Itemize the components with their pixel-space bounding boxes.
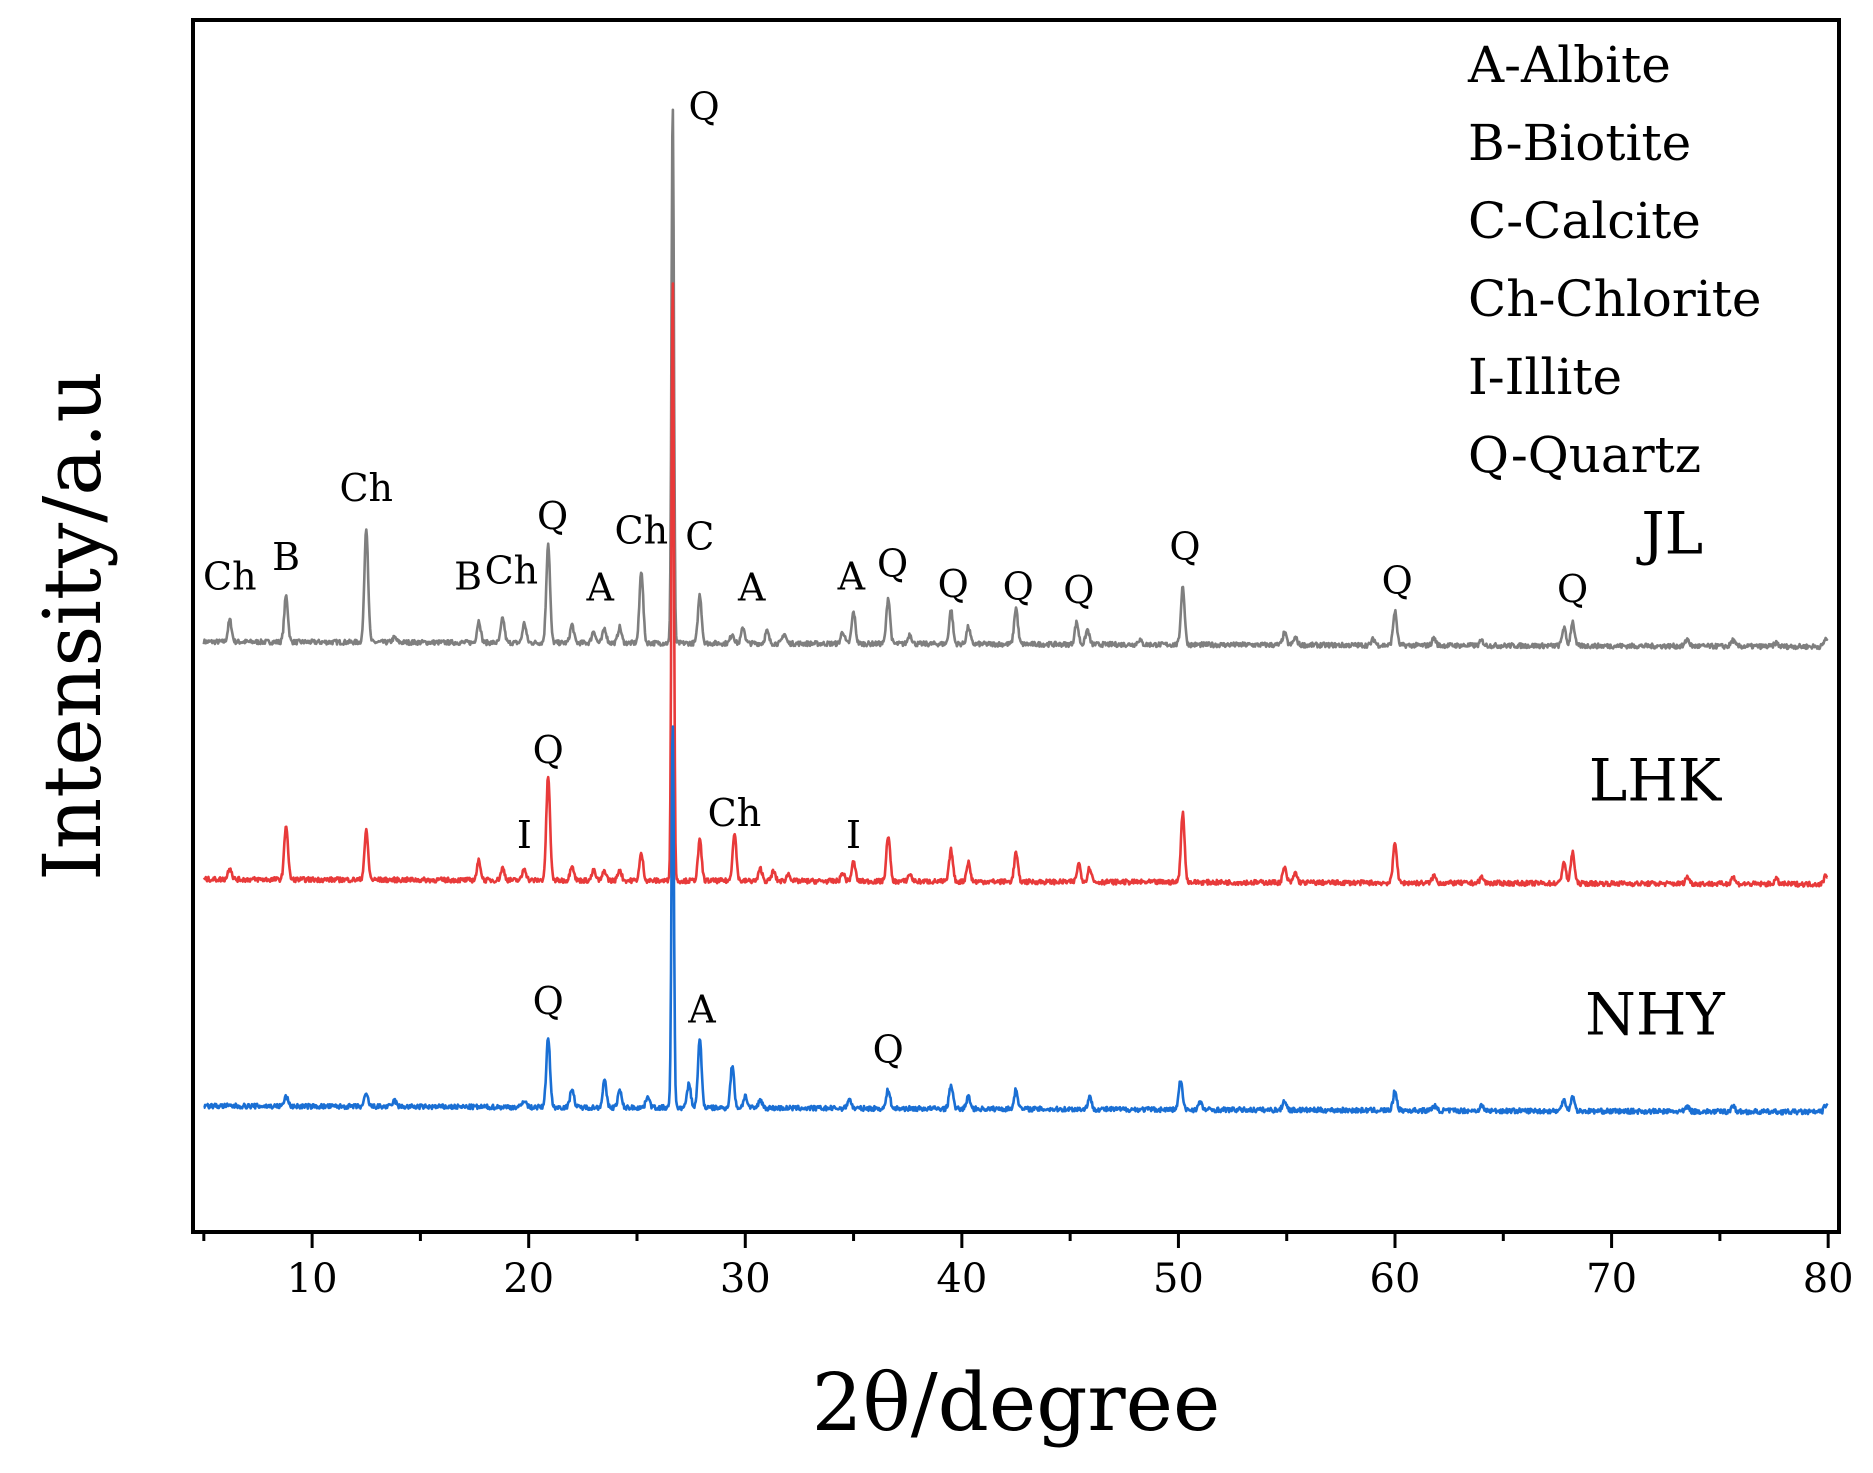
peak-label: I [846, 813, 861, 857]
x-tick-label: 70 [1586, 1256, 1637, 1302]
x-tick-label: 20 [503, 1256, 554, 1302]
plot-frame [191, 18, 1841, 1234]
legend-entry: Ch-Chlorite [1468, 270, 1761, 328]
peak-label: Q [877, 541, 908, 585]
x-tick-label: 10 [287, 1256, 338, 1302]
peak-label: Ch [615, 509, 669, 553]
series-labels: JL LHK NHY [1585, 499, 1725, 1048]
series-line-nhy [203, 725, 1829, 1116]
peak-label: Q [1003, 564, 1034, 608]
peak-label: I [517, 813, 532, 857]
legend-entry: B-Biotite [1468, 114, 1691, 172]
peak-label: Ch [708, 791, 762, 835]
peak-label: C [685, 515, 714, 559]
x-axis-ticks: 10 20 30 40 50 60 70 80 [202, 1232, 1854, 1302]
peak-label: Q [537, 494, 568, 538]
peak-label: Q [873, 1027, 904, 1071]
legend-entry: A-Albite [1467, 36, 1671, 94]
peak-label: B [454, 555, 482, 599]
series-line-jl [202, 108, 1829, 651]
legend: A-Albite B-Biotite C-Calcite Ch-Chlorite I-I… [1467, 36, 1761, 484]
peak-label: A [687, 987, 716, 1031]
peak-label: Q [1557, 567, 1588, 611]
legend-entry: Q-Quartz [1468, 426, 1701, 484]
x-tick-label: 60 [1370, 1256, 1421, 1302]
peak-label: Q [938, 562, 969, 606]
x-axis-title: 2θ/degree [812, 1356, 1221, 1449]
legend-entry: C-Calcite [1468, 192, 1701, 250]
peak-label: Ch [339, 466, 393, 510]
peak-label: Q [1169, 524, 1200, 568]
series-label-nhy: NHY [1585, 980, 1725, 1048]
peak-label: Q [1063, 568, 1094, 612]
series-layer [202, 108, 1829, 1116]
x-tick-label: 80 [1803, 1256, 1854, 1302]
x-tick-label: 30 [720, 1256, 771, 1302]
peak-label: A [585, 566, 614, 610]
x-tick-label: 50 [1153, 1256, 1204, 1302]
series-line-lhk [202, 282, 1829, 888]
peak-label: Ch [203, 555, 257, 599]
peak-label: B [272, 535, 300, 579]
peak-label: Q [533, 979, 564, 1023]
peak-label: Q [689, 84, 720, 128]
peak-label: A [837, 555, 866, 599]
legend-entry: I-Illite [1468, 348, 1622, 406]
peak-label: Ch [485, 549, 539, 593]
series-label-jl: JL [1636, 499, 1703, 567]
peak-label: Q [1382, 558, 1413, 602]
series-label-lhk: LHK [1589, 747, 1723, 815]
y-axis-title: Intensity/a.u [26, 371, 119, 881]
x-tick-label: 40 [936, 1256, 987, 1302]
peak-label: A [737, 566, 766, 610]
peak-label: Q [533, 728, 564, 772]
